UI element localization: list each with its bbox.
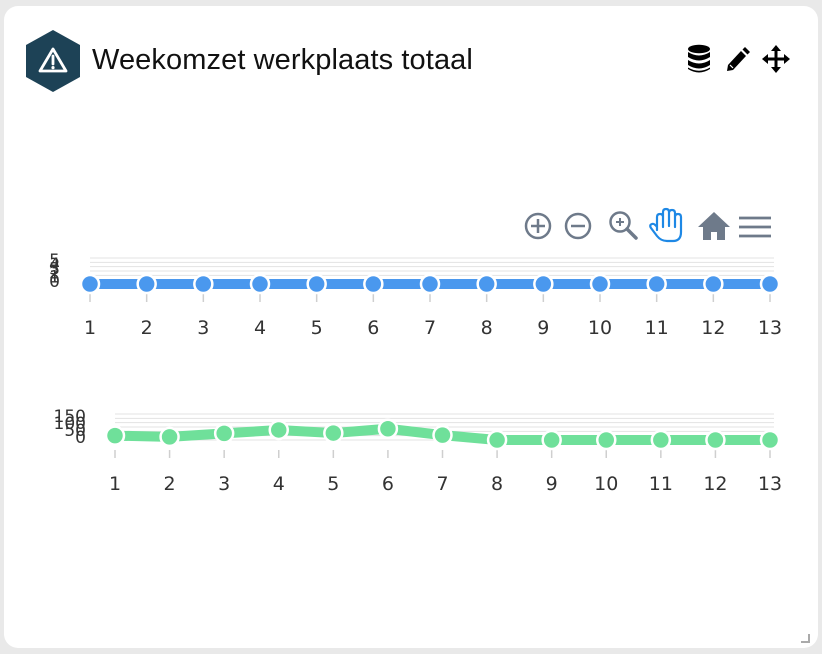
zoom-out-icon[interactable] [564, 212, 592, 240]
x-tick-label: 10 [594, 473, 618, 495]
data-point [159, 426, 180, 448]
x-tick-label: 11 [645, 317, 669, 339]
y-tick-label: 0 [49, 272, 60, 292]
data-point [759, 429, 781, 451]
y-tick-label: 1 [49, 268, 60, 288]
y-tick-label: 2 [49, 263, 60, 283]
x-tick-label: 8 [491, 473, 503, 495]
x-tick-label: 10 [588, 317, 612, 339]
data-point [213, 423, 235, 444]
y-tick-label: 150 [54, 407, 86, 427]
data-point [193, 273, 214, 295]
y-tick-label: 0 [75, 428, 86, 448]
x-tick-label: 12 [703, 473, 727, 495]
move-icon[interactable] [762, 45, 790, 73]
data-point [363, 273, 384, 295]
database-icon[interactable] [686, 44, 712, 74]
x-tick-label: 6 [382, 473, 394, 495]
data-point [589, 273, 611, 295]
data-point [432, 424, 453, 446]
x-tick-label: 11 [649, 473, 673, 495]
data-point [705, 429, 726, 451]
data-point [377, 418, 399, 439]
zoom-select-icon[interactable] [609, 211, 638, 240]
data-point [136, 273, 157, 295]
data-point [79, 273, 101, 295]
x-tick-label: 5 [327, 473, 339, 495]
data-point [541, 429, 562, 451]
y-tick-label: 4 [49, 255, 60, 275]
x-tick-label: 12 [701, 317, 725, 339]
x-tick-label: 9 [537, 317, 549, 339]
widget-card: Weekomzet werkplaats totaal [4, 6, 818, 648]
resize-handle[interactable] [800, 630, 810, 643]
data-point [104, 425, 126, 446]
x-tick-label: 7 [424, 317, 436, 339]
data-point [650, 429, 672, 451]
x-tick-label: 6 [367, 317, 379, 339]
data-point [476, 273, 497, 295]
chart-toolbar [524, 207, 771, 243]
x-tick-label: 5 [311, 317, 323, 339]
data-point [759, 273, 781, 295]
y-tick-label: 100 [54, 414, 86, 434]
x-tick-label: 4 [273, 473, 285, 495]
menu-icon[interactable] [739, 216, 771, 238]
x-tick-label: 1 [84, 317, 96, 339]
widget-title: Weekomzet werkplaats totaal [92, 44, 473, 76]
x-tick-label: 13 [758, 473, 782, 495]
data-point [486, 429, 508, 451]
y-tick-label: 3 [49, 259, 60, 279]
data-point [646, 273, 667, 295]
y-tick-label: 50 [64, 421, 86, 441]
data-point [249, 273, 271, 295]
data-point [596, 429, 617, 451]
data-point [323, 422, 344, 444]
x-tick-label: 4 [254, 317, 266, 339]
data-point [268, 419, 289, 441]
x-tick-label: 7 [436, 473, 448, 495]
zoom-in-icon[interactable] [524, 212, 552, 240]
data-point [419, 273, 441, 295]
home-reset-icon[interactable] [698, 212, 730, 240]
x-tick-label: 2 [164, 473, 176, 495]
x-tick-label: 3 [197, 317, 209, 339]
x-tick-label: 8 [481, 317, 493, 339]
warning-triangle-icon [24, 28, 82, 94]
widget-actions [686, 44, 790, 74]
data-point [703, 273, 724, 295]
pencil-icon[interactable] [724, 45, 750, 73]
x-tick-label: 3 [218, 473, 230, 495]
data-point [306, 273, 327, 295]
x-tick-label: 1 [109, 473, 121, 495]
x-tick-label: 2 [141, 317, 153, 339]
x-tick-label: 13 [758, 317, 782, 339]
data-point [533, 273, 554, 295]
pan-hand-icon[interactable] [649, 207, 683, 243]
x-tick-label: 9 [546, 473, 558, 495]
y-tick-label: 5 [49, 251, 60, 271]
